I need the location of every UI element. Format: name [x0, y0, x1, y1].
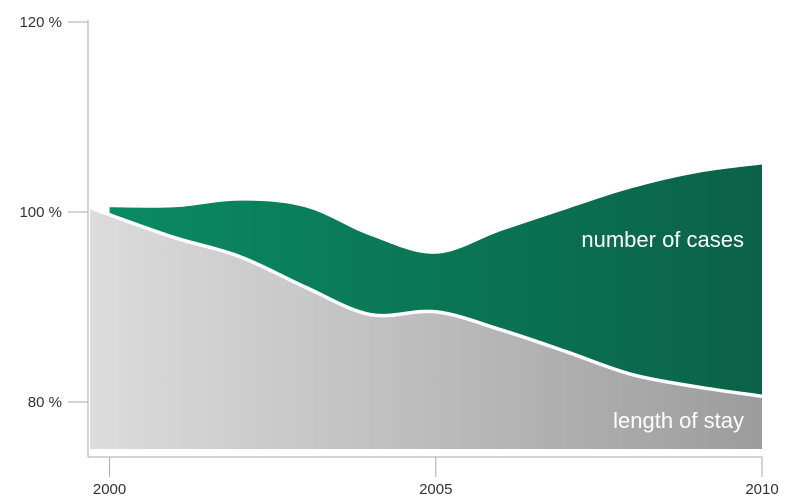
x-tick-label: 2005 — [419, 481, 452, 498]
y-tick-label: 100 % — [19, 204, 62, 221]
y-tick-label: 80 % — [28, 394, 62, 411]
x-tick-label: 2010 — [745, 481, 778, 498]
series-label-length-of-stay: length of stay — [613, 408, 744, 433]
x-tick-label: 2000 — [93, 481, 126, 498]
area-number-of-cases — [109, 164, 763, 397]
y-tick-label: 120 % — [19, 14, 62, 31]
area-length-of-stay — [90, 207, 762, 449]
line-length-of-stay — [89, 205, 763, 399]
series-label-number-of-cases: number of cases — [581, 227, 744, 252]
